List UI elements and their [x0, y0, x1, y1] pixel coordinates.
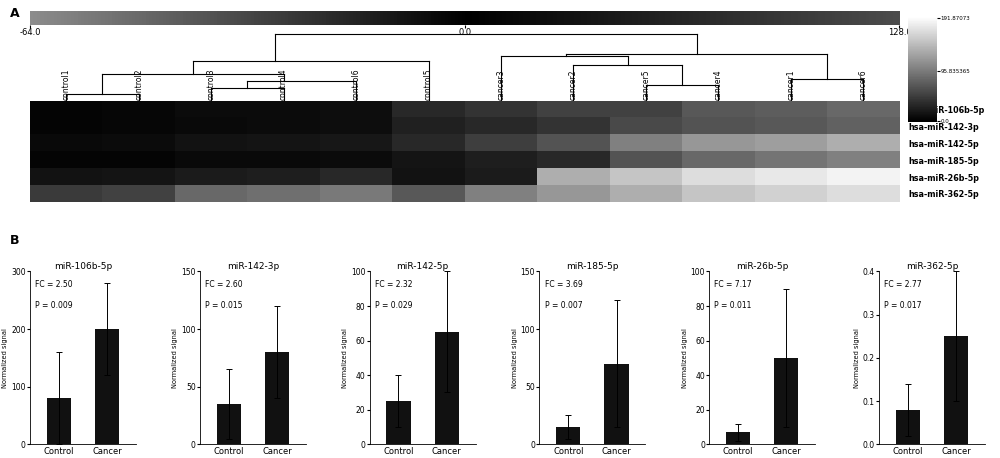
Text: FC = 7.17: FC = 7.17: [714, 280, 752, 289]
Text: A: A: [10, 7, 20, 20]
Text: P = 0.029: P = 0.029: [375, 301, 412, 310]
Text: P = 0.007: P = 0.007: [545, 301, 582, 310]
Bar: [556, 427, 580, 444]
Bar: [435, 332, 459, 444]
Title: miR-362-5p: miR-362-5p: [906, 262, 958, 271]
Title: miR-185-5p: miR-185-5p: [566, 262, 619, 271]
Title: miR-142-3p: miR-142-3p: [227, 262, 279, 271]
Bar: [726, 432, 750, 444]
Y-axis label: Normalized signal: Normalized signal: [172, 328, 178, 388]
Text: FC = 2.32: FC = 2.32: [375, 280, 412, 289]
Y-axis label: Normalized signal: Normalized signal: [854, 328, 860, 388]
Title: miR-142-5p: miR-142-5p: [396, 262, 449, 271]
Bar: [47, 398, 71, 444]
Text: P = 0.015: P = 0.015: [205, 301, 243, 310]
Text: FC = 2.77: FC = 2.77: [884, 280, 922, 289]
Text: FC = 2.60: FC = 2.60: [205, 280, 243, 289]
Title: miR-106b-5p: miR-106b-5p: [54, 262, 112, 271]
Text: FC = 3.69: FC = 3.69: [545, 280, 582, 289]
Text: P = 0.011: P = 0.011: [714, 301, 752, 310]
Bar: [217, 404, 241, 444]
Bar: [944, 336, 968, 444]
Y-axis label: Normalized signal: Normalized signal: [2, 328, 8, 388]
Y-axis label: Normalized signal: Normalized signal: [512, 328, 518, 388]
Bar: [95, 329, 119, 444]
Text: B: B: [10, 234, 20, 246]
Text: P = 0.017: P = 0.017: [884, 301, 922, 310]
Text: FC = 2.50: FC = 2.50: [35, 280, 73, 289]
Bar: [774, 358, 798, 444]
Y-axis label: Normalized signal: Normalized signal: [682, 328, 688, 388]
Bar: [265, 352, 289, 444]
Title: miR-26b-5p: miR-26b-5p: [736, 262, 788, 271]
Bar: [604, 364, 629, 444]
Text: P = 0.009: P = 0.009: [35, 301, 73, 310]
Bar: [386, 401, 411, 444]
Bar: [896, 410, 920, 444]
Y-axis label: Normalized signal: Normalized signal: [342, 328, 348, 388]
